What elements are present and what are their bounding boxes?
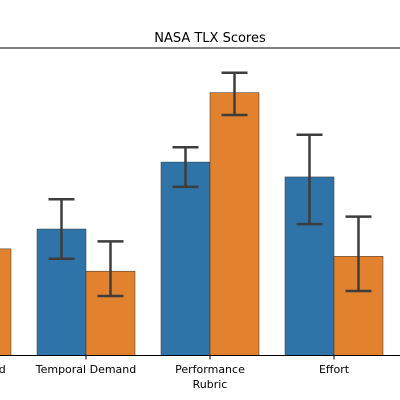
bar [160, 161, 211, 356]
error-bars-layer [48, 71, 372, 298]
bars-layer [0, 92, 384, 356]
x-tick-label: Effort [319, 363, 350, 376]
bar [209, 92, 260, 356]
x-ticks-layer: Mental Demand Temporal Demand Performance E… [0, 355, 350, 376]
x-tick-label: Performance [175, 363, 245, 376]
bar [0, 248, 12, 356]
x-tick-label: Mental Demand [0, 363, 6, 376]
x-tick-label: Temporal Demand [35, 363, 137, 376]
x-axis-label: Rubric [193, 378, 228, 391]
chart-title: NASA TLX Scores [154, 31, 266, 46]
